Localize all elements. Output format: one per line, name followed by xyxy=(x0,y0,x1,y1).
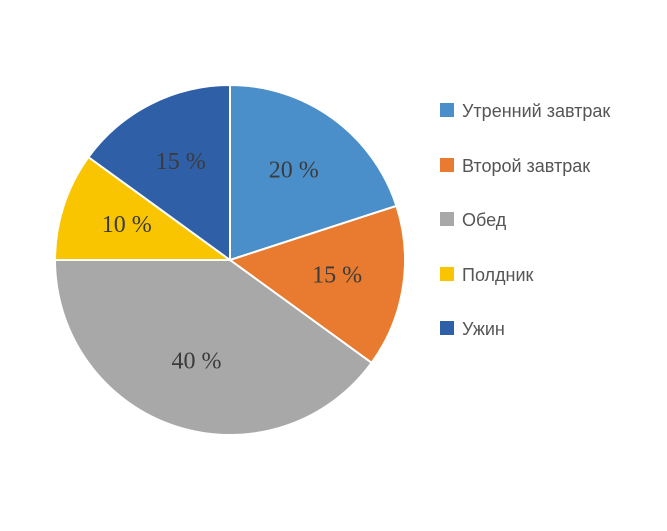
legend-label: Ужин xyxy=(462,318,505,341)
legend-item: Второй завтрак xyxy=(440,155,650,178)
pie-chart-svg: 20 % 15 % 40 % 10 % 15 % xyxy=(55,85,405,435)
legend-swatch xyxy=(440,267,454,281)
legend-item: Обед xyxy=(440,209,650,232)
pie-slice-label: 15 % xyxy=(312,262,362,288)
chart-legend: Утренний завтрак Второй завтрак Обед Полдни… xyxy=(440,100,650,373)
legend-item: Ужин xyxy=(440,318,650,341)
legend-swatch xyxy=(440,158,454,172)
pie-slices-group xyxy=(55,85,405,435)
pie-slice-label: 10 % xyxy=(102,212,152,238)
legend-item: Утренний завтрак xyxy=(440,100,650,123)
legend-swatch xyxy=(440,212,454,226)
pie-slice-label: 20 % xyxy=(269,158,319,184)
legend-swatch xyxy=(440,103,454,117)
legend-label: Второй завтрак xyxy=(462,155,590,178)
legend-label: Обед xyxy=(462,209,506,232)
pie-slice-label: 40 % xyxy=(171,349,221,375)
pie-slice-label: 15 % xyxy=(156,149,206,175)
legend-swatch xyxy=(440,321,454,335)
legend-label: Утренний завтрак xyxy=(462,100,610,123)
pie-chart-container: 20 % 15 % 40 % 10 % 15 % Утренний завтрак Вто… xyxy=(0,0,667,531)
legend-label: Полдник xyxy=(462,264,533,287)
legend-item: Полдник xyxy=(440,264,650,287)
